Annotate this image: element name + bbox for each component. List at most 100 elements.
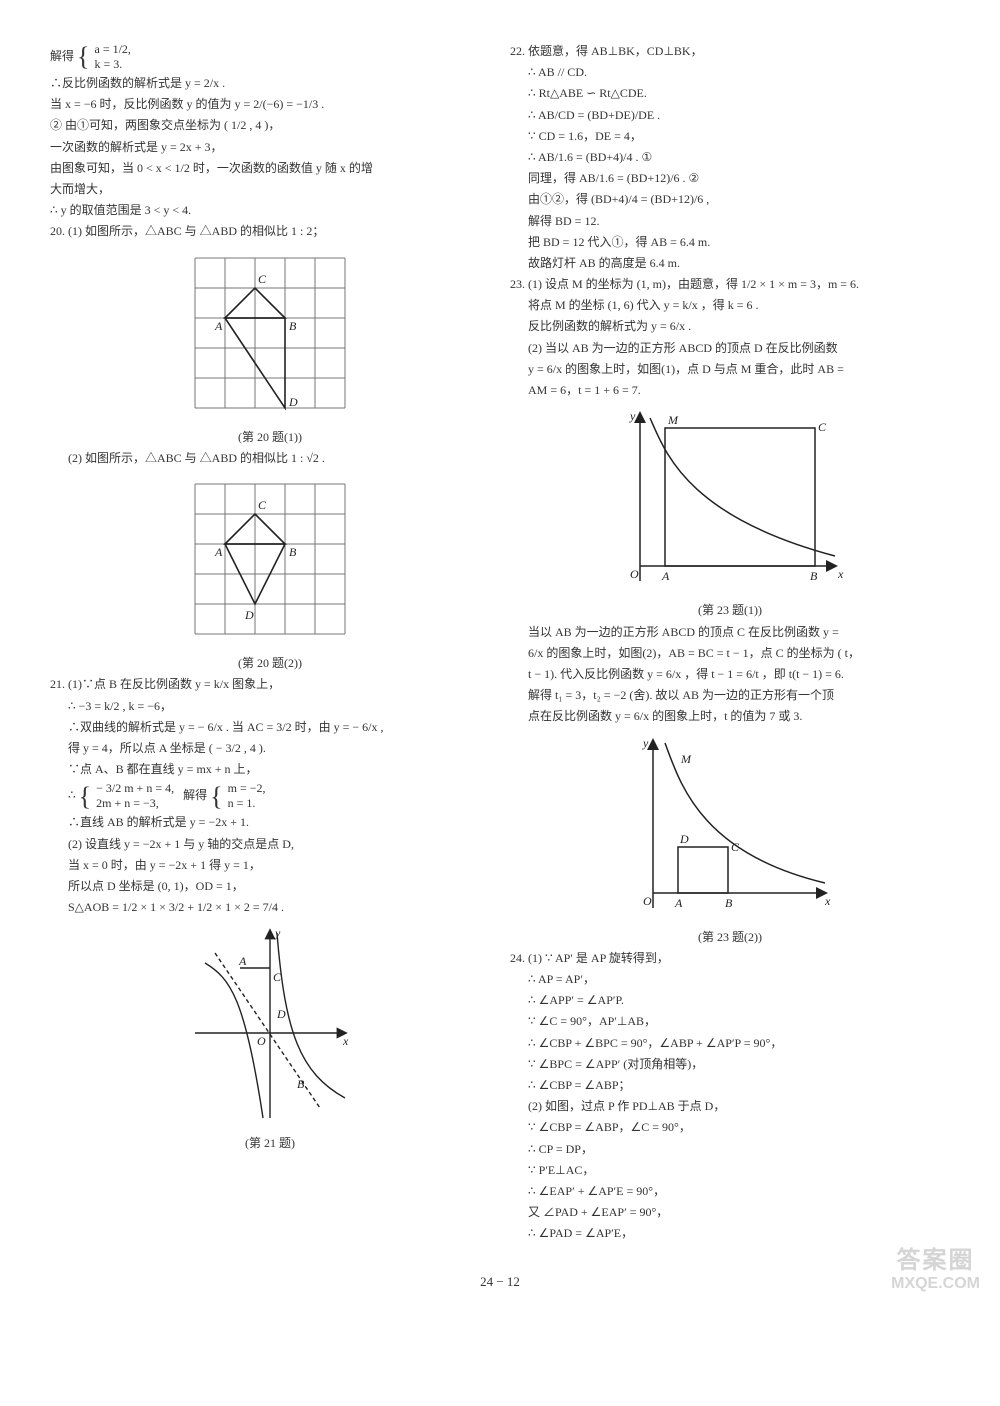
text-line: 又 ∠PAD + ∠EAP′ = 90°，: [510, 1203, 950, 1222]
left-column: 解得 { a = 1/2, k = 3. ∴反比例函数的解析式是 y = 2/x…: [50, 40, 490, 1246]
text-line: (2) 当以 AB 为一边的正方形 ABCD 的顶点 D 在反比例函数: [510, 339, 950, 358]
text-line: ∴直线 AB 的解析式是 y = −2x + 1.: [50, 813, 490, 832]
case-line: − 3/2 m + n = 4,: [96, 781, 174, 795]
figure-20-2: AB CD (第 20 题(2)): [50, 474, 490, 673]
watermark: 答案圈 MXQE.COM: [891, 1248, 980, 1292]
svg-text:C: C: [731, 840, 740, 854]
text-line: 大而增大，: [50, 180, 490, 199]
text-line: ∴ ∠PAD = ∠AP′E，: [510, 1224, 950, 1243]
system: ∴ { − 3/2 m + n = 4, 2m + n = −3, 解得 { m…: [50, 781, 490, 811]
figure-23-1: O A B M C x y (第 23 题(1)): [510, 406, 950, 620]
svg-text:D: D: [288, 395, 298, 409]
cases: − 3/2 m + n = 4, 2m + n = −3,: [94, 781, 174, 811]
svg-text:x: x: [342, 1034, 349, 1048]
svg-text:O: O: [630, 567, 639, 581]
text-line: ② 由①可知，两图象交点坐标为 ( 1/2 , 4 )，: [50, 116, 490, 135]
svg-text:M: M: [667, 413, 679, 427]
text-line: ∵ ∠CBP = ∠ABP，∠C = 90°，: [510, 1118, 950, 1137]
text-line: 所以点 D 坐标是 (0, 1)，OD = 1，: [50, 877, 490, 896]
svg-text:D: D: [679, 832, 689, 846]
text-line: 当 x = 0 时，由 y = −2x + 1 得 y = 1，: [50, 856, 490, 875]
svg-text:B: B: [810, 569, 818, 583]
svg-text:A: A: [214, 319, 223, 333]
case-line: 2m + n = −3,: [96, 796, 159, 810]
svg-text:B: B: [725, 896, 733, 910]
brace-icon: {: [77, 49, 89, 65]
text-line: 点在反比例函数 y = 6/x 的图象上时，t 的值为 7 或 3.: [510, 707, 950, 726]
case-line: k = 3.: [95, 57, 123, 71]
chart-hyperbola-line: A C D B O x y: [185, 923, 355, 1123]
figure-caption: (第 23 题(1)): [510, 601, 950, 620]
svg-text:C: C: [258, 498, 267, 512]
svg-text:A: A: [238, 954, 247, 968]
text-line: 当 x = −6 时，反比例函数 y 的值为 y = 2/(−6) = −1/3…: [50, 95, 490, 114]
text-line: 由图象可知，当 0 < x < 1/2 时，一次函数的函数值 y 随 x 的增: [50, 159, 490, 178]
cases: a = 1/2, k = 3.: [93, 42, 131, 72]
text-line: ∴ AP = AP′，: [510, 970, 950, 989]
text: 解得: [183, 788, 207, 802]
svg-text:A: A: [214, 545, 223, 559]
text: 解得: [50, 49, 74, 63]
right-column: 22. 依题意，得 AB⊥BK，CD⊥BK， ∴ AB // CD. ∴ Rt△…: [510, 40, 950, 1246]
svg-text:y: y: [642, 736, 649, 750]
text-line: ∴ CP = DP，: [510, 1140, 950, 1159]
text-line: ∵ ∠BPC = ∠APP′ (对顶角相等)，: [510, 1055, 950, 1074]
text-line: ∴ Rt△ABE ∽ Rt△CDE.: [510, 84, 950, 103]
svg-text:x: x: [837, 567, 844, 581]
text-line: 6/x 的图象上时，如图(2)，AB = BC = t − 1，点 C 的坐标为…: [510, 644, 950, 663]
svg-text:C: C: [258, 272, 267, 286]
figure-caption: (第 23 题(2)): [510, 928, 950, 947]
text-line: 故路灯杆 AB 的高度是 6.4 m.: [510, 254, 950, 273]
text-line: ∴ ∠CBP + ∠BPC = 90°，∠ABP + ∠AP′P = 90°，: [510, 1034, 950, 1053]
text-line: 解得 t₁ = 3，t₂ = −2 (舍). 故以 AB 为一边的正方形有一个顶: [510, 686, 950, 705]
svg-text:O: O: [643, 894, 652, 908]
svg-text:B: B: [289, 545, 297, 559]
figure-caption: (第 20 题(1)): [50, 428, 490, 447]
text: ∴: [68, 788, 76, 802]
case-line: m = −2,: [228, 781, 266, 795]
text-line: ∴ −3 = k/2 , k = −6，: [50, 697, 490, 716]
svg-text:B: B: [297, 1077, 305, 1091]
figure-23-2: O A B C D M x y (第 23 题(2)): [510, 733, 950, 947]
case-line: a = 1/2,: [95, 42, 131, 56]
svg-text:y: y: [629, 409, 636, 423]
text-line: (2) 如图，过点 P 作 PD⊥AB 于点 D，: [510, 1097, 950, 1116]
q22-head: 22. 依题意，得 AB⊥BK，CD⊥BK，: [510, 42, 950, 61]
figure-caption: (第 20 题(2)): [50, 654, 490, 673]
text-line: ∴ AB/CD = (BD+DE)/DE .: [510, 106, 950, 125]
watermark-line: MXQE.COM: [891, 1275, 980, 1293]
text-line: (2) 设直线 y = −2x + 1 与 y 轴的交点是点 D,: [50, 835, 490, 854]
text-line: S△AOB = 1/2 × 1 × 3/2 + 1/2 × 1 × 2 = 7/…: [50, 898, 490, 917]
text-line: ∴双曲线的解析式是 y = − 6/x . 当 AC = 3/2 时，由 y =…: [50, 718, 490, 737]
svg-text:C: C: [818, 420, 827, 434]
svg-text:D: D: [276, 1007, 286, 1021]
svg-text:O: O: [257, 1034, 266, 1048]
text-line: 由①②，得 (BD+4)/4 = (BD+12)/6 ,: [510, 190, 950, 209]
q24-head: 24. (1) ∵ AP′ 是 AP 旋转得到，: [510, 949, 950, 968]
chart-hyperbola-square: O A B M C x y: [610, 406, 850, 591]
svg-text:B: B: [289, 319, 297, 333]
brace-icon: {: [210, 789, 222, 805]
text-line: ∴ ∠CBP = ∠ABP；: [510, 1076, 950, 1095]
text-line: ∴反比例函数的解析式是 y = 2/x .: [50, 74, 490, 93]
page-footer: 24 − 12: [0, 1266, 1000, 1303]
text-line: AM = 6，t = 1 + 6 = 7.: [510, 381, 950, 400]
svg-text:M: M: [680, 752, 692, 766]
text-line: ∵ CD = 1.6，DE = 4，: [510, 127, 950, 146]
brace-icon: {: [79, 789, 91, 805]
text-line: ∵ ∠C = 90°，AP′⊥AB，: [510, 1012, 950, 1031]
case-line: n = 1.: [228, 796, 256, 810]
text-line: 解得 BD = 12.: [510, 212, 950, 231]
text-line: y = 6/x 的图象上时，如图(1)，点 D 与点 M 重合，此时 AB =: [510, 360, 950, 379]
text-line: 将点 M 的坐标 (1, 6) 代入 y = k/x ，得 k = 6 .: [510, 296, 950, 315]
page: 解得 { a = 1/2, k = 3. ∴反比例函数的解析式是 y = 2/x…: [0, 0, 1000, 1266]
figure-caption: (第 21 题): [50, 1134, 490, 1153]
q23-head: 23. (1) 设点 M 的坐标为 (1, m)，由题意，得 1/2 × 1 ×…: [510, 275, 950, 294]
cases: m = −2, n = 1.: [226, 781, 266, 811]
text-line: 解得 { a = 1/2, k = 3.: [50, 42, 490, 72]
q21-head: 21. (1)∵点 B 在反比例函数 y = k/x 图象上，: [50, 675, 490, 694]
figure-20-1: A B C D (第 20 题(1)): [50, 248, 490, 447]
svg-text:x: x: [824, 894, 831, 908]
figure-21: A C D B O x y (第 21 题): [50, 923, 490, 1152]
text-line: 得 y = 4，所以点 A 坐标是 ( − 3/2 , 4 ).: [50, 739, 490, 758]
